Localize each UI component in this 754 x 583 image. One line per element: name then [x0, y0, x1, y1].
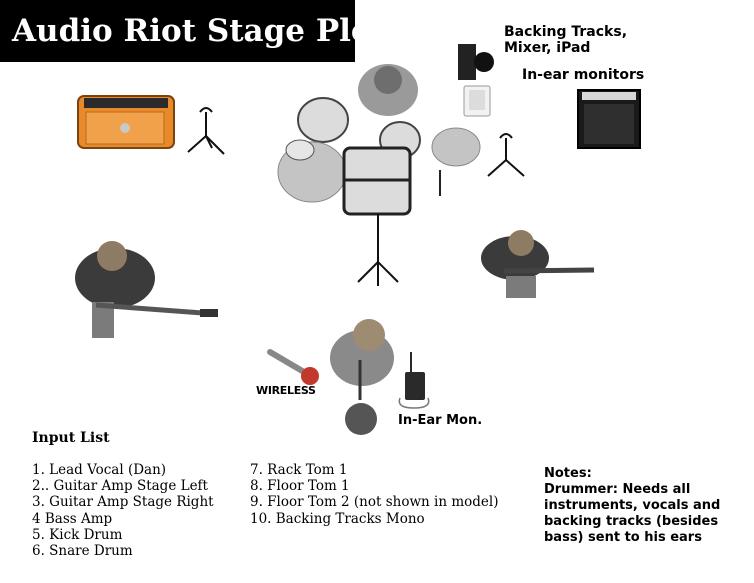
mixer-ipad-label: Mixer, iPad: [504, 40, 591, 56]
in-ear-mon-label: In-Ear Mon.: [398, 413, 483, 428]
drum-kit-icon: [277, 64, 481, 286]
lead-vocalist-icon: [330, 319, 394, 435]
input-list-column-1: 1. Lead Vocal (Dan) 2.. Guitar Amp Stage…: [32, 462, 214, 559]
notes-body: Drummer: Needs all instruments, vocals a…: [544, 482, 721, 545]
guitarist-stage-left-icon: [75, 241, 218, 338]
notes-section: Notes: Drummer: Needs all instruments, v…: [544, 466, 749, 546]
input-list-column-2: 7. Rack Tom 1 8. Floor Tom 1 9. Floor To…: [250, 462, 498, 527]
guitar-stand-right-icon: [487, 133, 525, 177]
in-ear-monitors-label: In-ear monitors: [522, 67, 645, 83]
backing-tracks-device-icon: [458, 44, 494, 80]
guitar-stand-left-icon: [187, 107, 225, 155]
input-list-heading: Input List: [32, 430, 110, 446]
input-list-item: 9. Floor Tom 2 (not shown in model): [250, 494, 499, 511]
input-list-item: 2.. Guitar Amp Stage Left: [32, 478, 208, 495]
input-list-item: 4 Bass Amp: [32, 510, 113, 527]
input-list-item: 6. Snare Drum: [32, 543, 133, 560]
wireless-label: WIRELESS: [256, 384, 316, 397]
input-list-item: 3. Guitar Amp Stage Right: [32, 494, 214, 511]
input-list-item: 8. Floor Tom 1: [250, 478, 350, 495]
in-ear-monitor-pack-icon: [398, 352, 430, 409]
ipad-icon: [463, 85, 491, 117]
input-list-item: 5. Kick Drum: [32, 526, 123, 543]
input-list-item: 10. Backing Tracks Mono: [250, 510, 425, 527]
guitar-amp-stage-left-icon: [77, 95, 175, 149]
input-list-item: 1. Lead Vocal (Dan): [32, 462, 167, 478]
wireless-mic-icon: [267, 349, 319, 385]
in-ear-monitor-amp-icon: [577, 89, 641, 149]
input-list-item: 7. Rack Tom 1: [250, 462, 348, 478]
backing-tracks-label: Backing Tracks,: [504, 24, 628, 40]
page-title: Audio Riot Stage Plot: [0, 0, 386, 62]
bassist-stage-right-icon: [481, 230, 595, 298]
notes-heading: Notes:: [544, 466, 592, 481]
